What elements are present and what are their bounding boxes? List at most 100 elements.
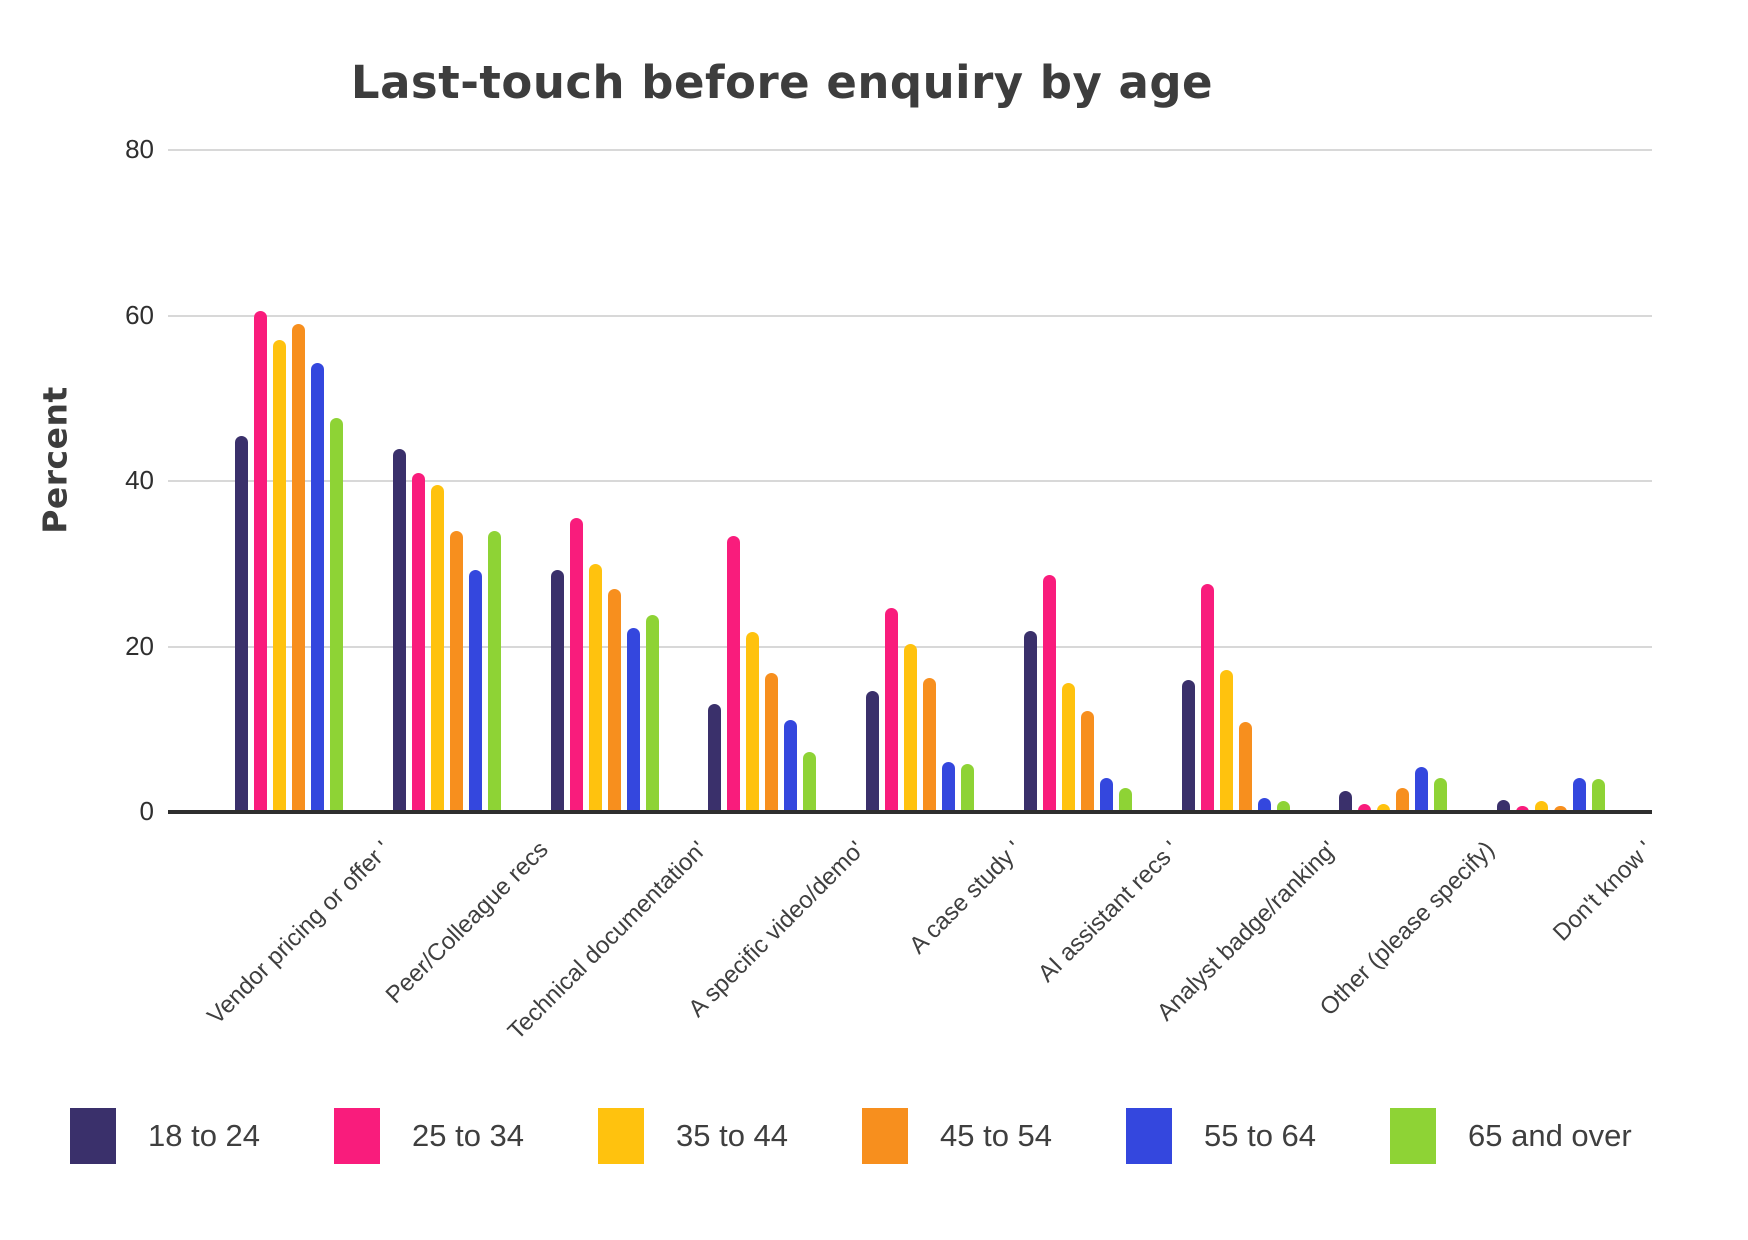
- bar-65-and-over: [645, 615, 659, 812]
- x-axis-label: Analyst badge/ranking': [1152, 836, 1343, 1027]
- bar-group: [1181, 150, 1290, 812]
- bar-65-and-over: [330, 418, 343, 812]
- bar-35-to-44: [1219, 669, 1233, 812]
- plot-area: [168, 149, 1652, 814]
- legend-label: 35 to 44: [676, 1118, 789, 1153]
- bar-55-to-64: [784, 720, 798, 812]
- bar-25-to-34: [411, 472, 425, 812]
- bar-18-to-24: [1023, 630, 1037, 812]
- legend-item-25-to-34: 25 to 34: [334, 1108, 598, 1164]
- bar-18-to-24: [550, 570, 564, 812]
- legend-swatch: [1390, 1108, 1436, 1164]
- legend-label: 25 to 34: [412, 1118, 525, 1153]
- bar-45-to-54: [607, 589, 621, 812]
- bar-group: [392, 150, 501, 812]
- bar-45-to-54: [1238, 721, 1252, 812]
- gridline: [168, 480, 1652, 482]
- bar-55-to-64: [468, 569, 482, 812]
- legend-item-55-to-64: 55 to 64: [1126, 1108, 1390, 1164]
- legend-label: 18 to 24: [148, 1118, 261, 1153]
- bar-55-to-64: [1099, 778, 1113, 812]
- bar-25-to-34: [885, 607, 898, 812]
- bar-group: [235, 150, 343, 812]
- bar-45-to-54: [449, 531, 463, 812]
- bar-group: [708, 150, 817, 812]
- bar-65-and-over: [1118, 788, 1132, 812]
- legend-label: 55 to 64: [1204, 1118, 1317, 1153]
- bar-25-to-34: [1042, 575, 1056, 812]
- bar-35-to-44: [1377, 803, 1391, 812]
- gridline: [168, 149, 1652, 151]
- bar-35-to-44: [1061, 682, 1075, 812]
- bar-18-to-24: [708, 704, 722, 812]
- x-axis-label: Vendor pricing or offer ': [202, 836, 397, 1030]
- bar-65-and-over: [1276, 801, 1290, 812]
- bar-group: [550, 150, 659, 812]
- x-axis-label: AI assistant recs ': [1033, 836, 1185, 988]
- bar-18-to-24: [235, 436, 248, 812]
- bar-18-to-24: [392, 448, 406, 812]
- bar-45-to-54: [1554, 806, 1567, 812]
- bars: [168, 150, 1652, 812]
- x-axis-label: A case study ': [903, 836, 1028, 960]
- legend-label: 65 and over: [1468, 1118, 1632, 1153]
- bar-55-to-64: [626, 628, 640, 812]
- legend-item-18-to-24: 18 to 24: [70, 1108, 334, 1164]
- bar-35-to-44: [273, 340, 286, 812]
- legend-label: 45 to 54: [940, 1118, 1053, 1153]
- bar-55-to-64: [311, 362, 324, 812]
- chart-title: Last-touch before enquiry by age: [350, 56, 1214, 109]
- bar-55-to-64: [1257, 797, 1271, 812]
- legend-item-65-and-over: 65 and over: [1390, 1108, 1654, 1164]
- bar-25-to-34: [254, 310, 267, 812]
- legend-swatch: [334, 1108, 380, 1164]
- legend: 18 to 24 25 to 34 35 to 44 45 to 54 55 to 64…: [70, 1108, 1670, 1164]
- x-axis-line: [168, 810, 1652, 814]
- x-axis-label: A specific video/demo': [682, 836, 870, 1023]
- bar-35-to-44: [1535, 801, 1548, 812]
- bar-45-to-54: [765, 672, 779, 812]
- legend-item-35-to-44: 35 to 44: [598, 1108, 862, 1164]
- bar-35-to-44: [904, 644, 917, 812]
- gridline: [168, 314, 1652, 317]
- bar-55-to-64: [942, 762, 955, 812]
- bar-25-to-34: [1200, 583, 1214, 812]
- y-axis-tick: 40: [125, 465, 154, 495]
- x-axis-label: Don't know ': [1547, 836, 1659, 947]
- bar-45-to-54: [1396, 788, 1410, 812]
- bar-65-and-over: [487, 530, 501, 812]
- legend-swatch: [862, 1108, 908, 1164]
- bar-25-to-34: [727, 536, 741, 812]
- bar-25-to-34: [1358, 803, 1372, 812]
- y-axis-tick: 20: [125, 630, 154, 661]
- bar-group: [866, 150, 974, 812]
- bar-25-to-34: [1516, 806, 1529, 812]
- legend-swatch: [1126, 1108, 1172, 1164]
- bar-55-to-64: [1573, 778, 1586, 812]
- y-axis-tick: 0: [139, 796, 154, 826]
- y-axis-title: Percent: [35, 386, 75, 534]
- bar-group: [1023, 150, 1132, 812]
- bar-55-to-64: [1415, 767, 1429, 812]
- bar-35-to-44: [430, 485, 444, 812]
- bar-18-to-24: [1181, 680, 1195, 812]
- legend-swatch: [70, 1108, 116, 1164]
- bar-65-and-over: [1434, 778, 1448, 812]
- bar-18-to-24: [1497, 800, 1510, 812]
- bar-45-to-54: [923, 677, 936, 812]
- bar-45-to-54: [292, 323, 305, 812]
- bar-65-and-over: [1592, 778, 1605, 812]
- bar-18-to-24: [866, 691, 879, 812]
- bar-45-to-54: [1080, 711, 1094, 812]
- bar-18-to-24: [1339, 790, 1353, 812]
- bar-group: [1339, 150, 1448, 812]
- x-axis-label: Other (please specify): [1315, 836, 1501, 1022]
- bar-65-and-over: [961, 764, 974, 812]
- bar-group: [1497, 150, 1605, 812]
- y-axis-tick: 60: [125, 299, 154, 330]
- legend-item-45-to-54: 45 to 54: [862, 1108, 1126, 1164]
- bar-35-to-44: [746, 631, 760, 812]
- y-axis-tick: 80: [125, 134, 154, 164]
- bar-65-and-over: [803, 752, 817, 812]
